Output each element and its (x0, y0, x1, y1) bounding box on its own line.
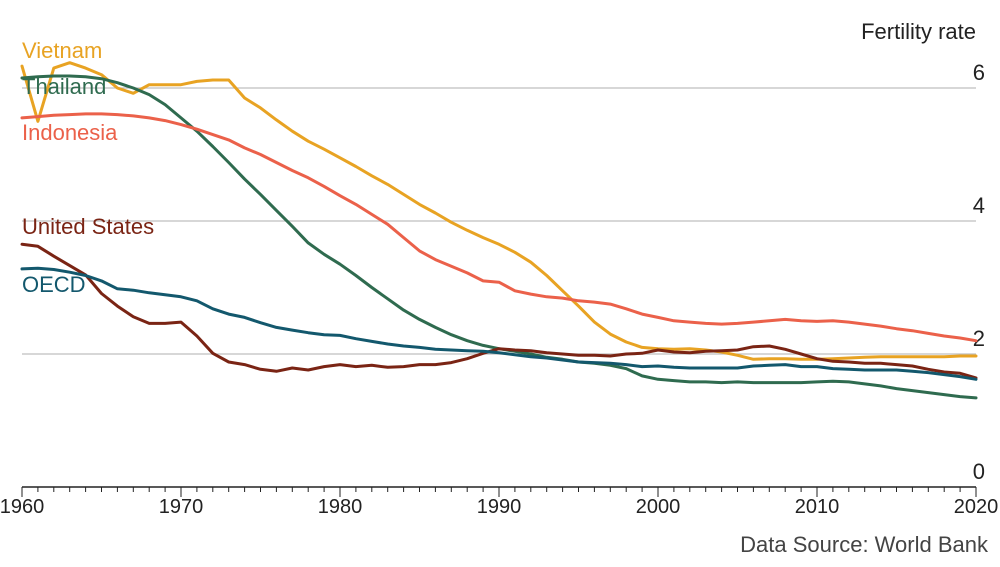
x-tick-label-1960: 1960 (0, 496, 44, 518)
series-line-indonesia (20, 112, 978, 343)
series-label-vietnam: Vietnam (22, 38, 102, 63)
series-label-thailand: Thailand (22, 74, 106, 99)
x-tick-label-2010: 2010 (795, 496, 840, 518)
x-tick-label-2000: 2000 (636, 496, 681, 518)
data-source-note: Data Source: World Bank (740, 532, 988, 557)
x-tick-label-1970: 1970 (159, 496, 204, 518)
series-line-united-states (20, 242, 978, 380)
y-tick-label-2: 2 (973, 326, 985, 351)
series-label-indonesia: Indonesia (22, 120, 118, 145)
y-tick-label-4: 4 (973, 193, 985, 218)
y-tick-labels: 0 2 4 6 (973, 60, 985, 484)
series-label-oecd: OECD (22, 272, 86, 297)
series-line-oecd (20, 266, 978, 381)
x-tick-label-1980: 1980 (318, 496, 363, 518)
series-line-vietnam (20, 61, 978, 361)
series-labels: Vietnam Thailand Indonesia United States OEC… (22, 38, 154, 297)
y-tick-label-6: 6 (973, 60, 985, 85)
x-axis: 1960 1970 1980 1990 2000 2010 2020 (0, 486, 999, 518)
series-lines (20, 61, 978, 400)
x-tick-label-1990: 1990 (477, 496, 522, 518)
x-tick-label-2020: 2020 (954, 496, 999, 518)
y-unit-label: Fertility rate (861, 19, 976, 44)
gridlines (22, 87, 976, 355)
series-label-united-states: United States (22, 214, 154, 239)
y-tick-label-0: 0 (973, 459, 985, 484)
